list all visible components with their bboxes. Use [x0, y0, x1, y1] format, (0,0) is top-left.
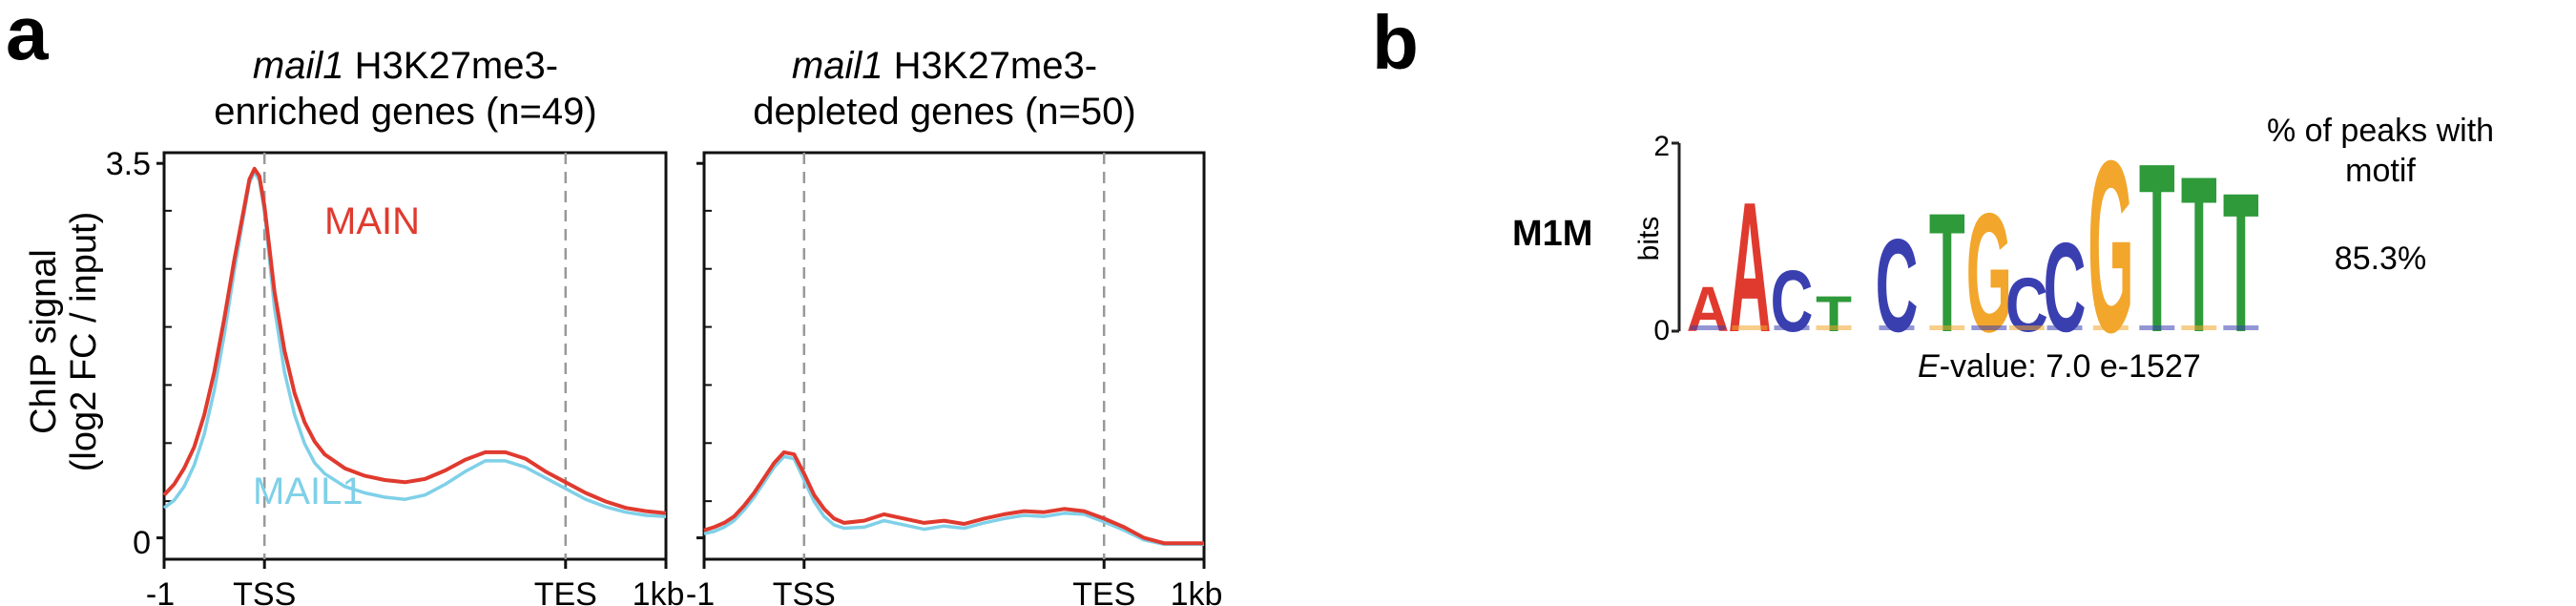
sequence-logo: A A C T C T GCC G T T T	[1687, 110, 2259, 384]
x-tick-label-2-3: 1kb	[1171, 576, 1223, 606]
panel-b-letter: b	[1372, 0, 1419, 85]
logo-letter-8: C	[2044, 218, 2087, 360]
logo-minor-stack-10	[2139, 325, 2175, 330]
chart2-title-line1: mail1 H3K27me3-	[792, 45, 1097, 87]
pct-header-line2: motif	[2345, 153, 2416, 189]
x-tick-label-1-2: TES	[534, 576, 597, 606]
panel-a-letter: a	[6, 0, 49, 75]
plot-frame-2	[702, 151, 1206, 561]
series-main-line-2	[703, 449, 1204, 546]
bits-tick-0: 0	[1653, 315, 1670, 346]
y-tick-0: 0	[133, 525, 151, 561]
pct-header-line1: % of peaks with	[2267, 113, 2494, 149]
logo-letter-5: T	[1929, 178, 1965, 368]
x-tick-label-2-1: TSS	[773, 576, 836, 606]
y-axis-label-line2: (log2 FC / input)	[64, 212, 104, 471]
motif-name: M1M	[1512, 214, 1592, 254]
logo-letter-3: T	[1816, 286, 1852, 343]
logo-letter-12: T	[2223, 152, 2259, 374]
plot-frame-1	[162, 151, 668, 561]
logo-minor-stack-2	[1774, 325, 1810, 330]
bits-label: bits	[1633, 217, 1665, 261]
chart-enriched: mail1 H3K27me3- enriched genes (n=49) -1…	[146, 45, 685, 606]
bits-tick-2: 2	[1653, 131, 1670, 162]
logo-minor-stack-7	[2008, 325, 2045, 330]
logo-minor-stack-4	[1879, 325, 1915, 330]
x-tick-label-1-1: TSS	[233, 576, 296, 606]
series-mail1-line-2	[703, 454, 1204, 547]
chart1-title-rest: H3K27me3-	[344, 45, 559, 87]
logo-minor-stack-3	[1816, 325, 1852, 330]
chart2-title-rest: H3K27me3-	[883, 45, 1098, 87]
x-tick-label-2-0: -1	[686, 576, 715, 606]
chart1-title-italic: mail1	[253, 45, 344, 87]
x-tick-label-1-0: -1	[146, 576, 175, 606]
legend-mail1: MAIL1	[253, 470, 364, 512]
logo-letter-1: A	[1729, 162, 1772, 370]
logo-minor-stack-6	[1971, 325, 2007, 330]
chart2-title-italic: mail1	[792, 45, 883, 87]
series-main-line-1	[162, 166, 667, 515]
chart1-title-line1: mail1 H3K27me3-	[253, 45, 558, 87]
legend-main: MAIN	[324, 200, 420, 242]
chart-depleted: mail1 H3K27me3- depleted genes (n=50) -1…	[686, 45, 1223, 606]
logo-minor-stack-9	[2092, 325, 2129, 330]
y-axis-label-line1: ChIP signal	[24, 249, 64, 434]
logo-minor-stack-8	[2046, 325, 2083, 330]
series-mail1-line-1	[162, 170, 667, 518]
evalue: E-value: 7.0 e-1527	[1918, 348, 2201, 385]
logo-letter-10: T	[2139, 114, 2175, 384]
chart1-title-line2: enriched genes (n=49)	[214, 91, 596, 133]
logo-letter-2: C	[1771, 252, 1814, 350]
pct-value: 85.3%	[2335, 240, 2426, 277]
motif-panel: M1M bits 2 0 A A C T C T GCC G T T T E-value: 7.0 …	[1512, 110, 2494, 385]
logo-letter-9: G	[2088, 110, 2133, 384]
logo-minor-stack-0	[1690, 325, 1726, 330]
logo-letter-11: T	[2181, 131, 2217, 380]
y-tick-3.5: 3.5	[106, 146, 151, 182]
logo-letter-7: C	[2005, 262, 2048, 348]
logo-minor-stack-1	[1732, 325, 1768, 330]
evalue-e: E	[1918, 348, 1940, 385]
evalue-text: -value: 7.0 e-1527	[1940, 348, 2201, 385]
logo-letter-4: C	[1876, 212, 1919, 360]
x-tick-label-2-2: TES	[1072, 576, 1135, 606]
chart2-title-line2: depleted genes (n=50)	[753, 91, 1135, 133]
x-tick-label-1-3: 1kb	[633, 576, 685, 606]
logo-minor-stack-11	[2181, 325, 2217, 330]
logo-minor-stack-12	[2223, 325, 2259, 330]
logo-letter-0: A	[1687, 274, 1730, 345]
logo-minor-stack-5	[1929, 325, 1965, 330]
logo-letter-6: G	[1966, 178, 2012, 368]
